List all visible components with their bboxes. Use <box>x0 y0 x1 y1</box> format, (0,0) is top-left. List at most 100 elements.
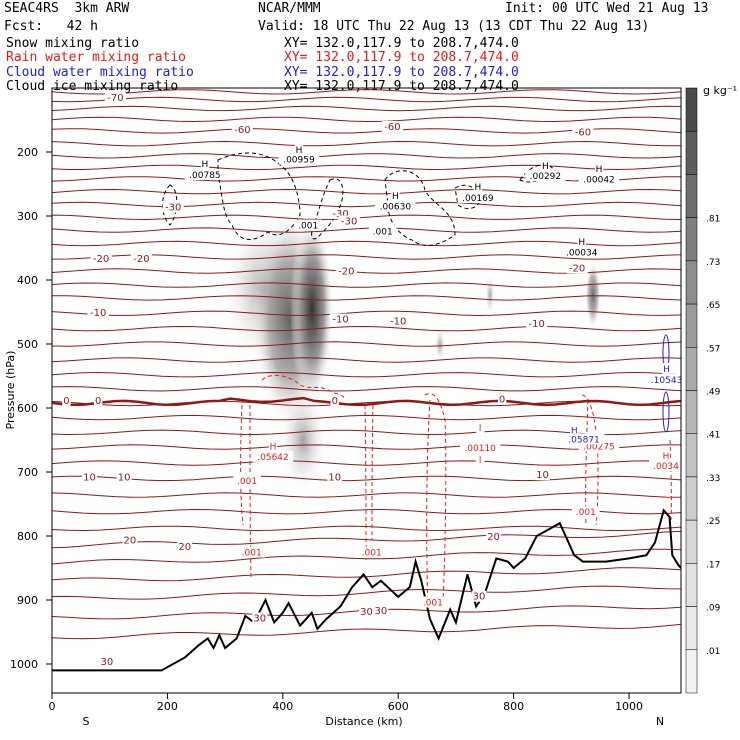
rain-label-bg <box>237 546 266 558</box>
rain-label-bg <box>357 546 386 558</box>
colorbar-label: .57 <box>706 344 720 354</box>
isotherm-line <box>52 492 681 498</box>
colorbar-label: .01 <box>706 647 720 657</box>
isotherm-line <box>52 310 681 317</box>
colorbar-label: .65 <box>706 301 720 311</box>
x-tick-label: 1000 <box>615 700 643 713</box>
center-title: NCAR/MMM <box>258 1 321 16</box>
temperature-label-bg <box>93 394 103 406</box>
temperature-label-bg <box>177 540 193 552</box>
temperature-label-bg <box>387 315 409 327</box>
rain-label: H <box>270 442 277 452</box>
y-tick-label: 300 <box>17 210 38 223</box>
isotherm-line <box>52 164 681 171</box>
field-rain-name: Rain water mixing ratio <box>6 50 187 65</box>
x-axis-label: Distance (km) <box>325 715 402 728</box>
terrain-profile <box>52 508 681 672</box>
x-tick-label: 400 <box>272 700 293 713</box>
rain-label-bg <box>475 453 485 465</box>
cloud-water-label-bg <box>563 433 605 445</box>
temperature-label: -30 <box>332 209 348 220</box>
snow-label: H <box>596 165 603 175</box>
isotherm-line <box>52 89 681 95</box>
rain-label: .001 <box>576 508 596 518</box>
rain-label-bg <box>475 421 485 433</box>
valid-time: Valid: 18 UTC Thu 22 Aug 13 (13 CDT Thu … <box>258 19 650 34</box>
temperature-label: -70 <box>107 93 123 104</box>
temperature-label: -30 <box>341 217 357 228</box>
field-cloudice-name: Cloud ice mixing ratio <box>6 79 179 94</box>
temperature-label: -10 <box>90 308 106 319</box>
isotherm-line <box>52 567 681 582</box>
temperature-label-bg <box>329 313 352 325</box>
cloud-water-label-bg <box>570 424 579 436</box>
temperature-label: 20 <box>487 532 500 543</box>
isotherm-line <box>52 188 681 195</box>
temperature-label: -30 <box>165 203 181 214</box>
snow-label: H <box>578 238 585 248</box>
temperature-label-bg <box>535 469 550 481</box>
temperature-label-bg <box>90 252 112 264</box>
y-tick-label: 1000 <box>10 658 38 671</box>
colorbar-swatch <box>685 433 698 478</box>
snow-label-bg <box>184 168 226 180</box>
temperature-label-bg <box>338 215 360 227</box>
isotherm-line <box>52 460 681 466</box>
colorbar-swatch <box>685 476 698 521</box>
snow-label: H <box>542 162 549 172</box>
y-axis-label: Pressure (hPa) <box>4 351 17 430</box>
colorbar-label: .81 <box>706 215 720 225</box>
temperature-label: 20 <box>178 542 191 553</box>
temperature-label-bg <box>359 606 374 618</box>
temperature-label-bg <box>471 590 487 602</box>
temperature-label: -10 <box>332 315 348 326</box>
colorbar-swatch <box>685 563 698 607</box>
temperature-label-bg <box>104 92 127 104</box>
x-tick-label: 800 <box>503 700 524 713</box>
rain-label: l <box>479 424 482 434</box>
field-cloudwater-xy: XY= 132.0,117.9 to 208.7,474.0 <box>284 65 519 80</box>
temperature-label: 30 <box>375 606 388 617</box>
field-cloudwater-name: Cloud water mixing ratio <box>6 65 194 80</box>
temperature-label-bg <box>330 394 339 406</box>
snow-label-bg <box>391 190 400 202</box>
isotherm-line <box>52 214 681 221</box>
temperature-label: 0 <box>332 396 338 407</box>
isotherm-line <box>52 386 681 392</box>
temperature-label: -60 <box>575 128 591 139</box>
snow-label-bg <box>473 181 483 193</box>
north-label: N <box>656 715 664 728</box>
isotherm-line <box>52 525 681 532</box>
isotherm-line <box>52 341 681 347</box>
init-time: Init: 00 UTC Wed 21 Aug 13 <box>505 1 709 16</box>
y-tick-label: 700 <box>17 466 38 479</box>
snow-label: .00292 <box>530 172 562 182</box>
snow-label-bg <box>541 160 550 171</box>
rain-label: .0034 <box>653 462 679 472</box>
cloud-water-label: .05871 <box>568 435 600 445</box>
snow-label: H <box>392 192 399 202</box>
rain-label: H <box>663 452 670 462</box>
rain-label: .05642 <box>257 453 289 463</box>
colorbar-swatch <box>685 606 698 651</box>
rain-label-bg <box>268 440 278 452</box>
snow-label: .00169 <box>462 194 494 204</box>
rain-label: .001 <box>237 477 257 487</box>
snow-label-bg <box>368 225 397 237</box>
temperature-label: 10 <box>536 470 549 481</box>
temperature-label-bg <box>329 208 352 219</box>
colorbar-swatch <box>685 130 698 175</box>
colorbar-label: .49 <box>706 388 721 398</box>
temperature-label-bg <box>231 124 254 136</box>
model-title: SEAC4RS 3km ARW <box>4 1 130 16</box>
x-tick-label: 0 <box>49 700 56 713</box>
temperature-label: -20 <box>569 263 585 274</box>
temperature-label-bg <box>381 120 404 132</box>
colorbar-label: .09 <box>706 604 721 614</box>
isotherm-line <box>52 371 681 378</box>
temperature-label: 20 <box>124 535 137 546</box>
temperature-label-bg <box>572 126 594 138</box>
cloud-ice-shading <box>220 210 601 495</box>
y-tick-label: 600 <box>17 402 38 415</box>
